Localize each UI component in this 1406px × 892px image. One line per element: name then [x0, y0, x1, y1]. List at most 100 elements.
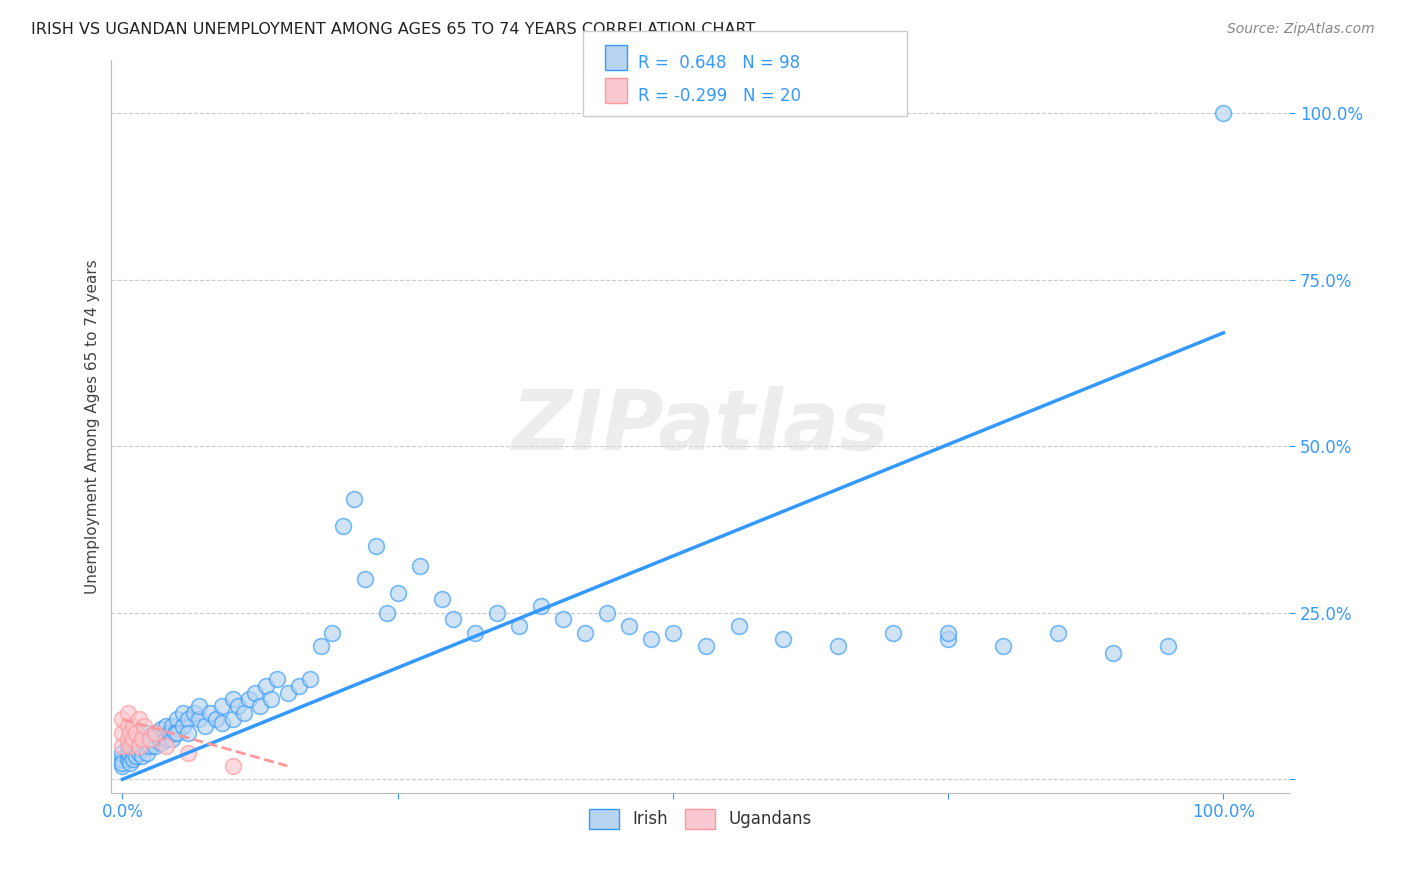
Point: [155, 739, 177, 753]
Point: [936, 625, 959, 640]
Point: [122, 752, 145, 766]
Point: [194, 719, 217, 733]
Point: [134, 739, 156, 753]
Point: [128, 739, 150, 753]
Point: [129, 742, 152, 756]
Text: IRISH VS UGANDAN UNEMPLOYMENT AMONG AGES 65 TO 74 YEARS CORRELATION CHART: IRISH VS UGANDAN UNEMPLOYMENT AMONG AGES…: [31, 22, 755, 37]
Text: Source: ZipAtlas.com: Source: ZipAtlas.com: [1227, 22, 1375, 37]
Point: [574, 625, 596, 640]
Point: [1047, 625, 1070, 640]
Point: [728, 619, 751, 633]
Point: [260, 692, 283, 706]
Point: [936, 632, 959, 647]
Point: [221, 759, 243, 773]
Point: [165, 725, 187, 739]
Point: [188, 712, 211, 726]
Point: [221, 712, 243, 726]
Text: R = -0.299   N = 20: R = -0.299 N = 20: [638, 87, 801, 104]
Point: [122, 732, 145, 747]
Text: R =  0.648   N = 98: R = 0.648 N = 98: [638, 54, 800, 71]
Point: [120, 739, 142, 753]
Point: [139, 729, 162, 743]
Point: [353, 573, 375, 587]
Point: [343, 492, 366, 507]
Legend: Irish, Ugandans: Irish, Ugandans: [582, 802, 818, 836]
Point: [485, 606, 508, 620]
Point: [166, 712, 188, 726]
Point: [211, 699, 233, 714]
Point: [530, 599, 553, 613]
Point: [120, 749, 142, 764]
Point: [128, 746, 150, 760]
Point: [332, 519, 354, 533]
Point: [124, 725, 146, 739]
Point: [243, 686, 266, 700]
Point: [149, 723, 172, 737]
Point: [111, 725, 134, 739]
Point: [177, 725, 200, 739]
Point: [157, 725, 180, 739]
Point: [464, 625, 486, 640]
Point: [188, 699, 211, 714]
Point: [124, 749, 146, 764]
Point: [111, 756, 134, 770]
Point: [122, 739, 145, 753]
Point: [117, 706, 139, 720]
Point: [408, 559, 430, 574]
Point: [111, 712, 134, 726]
Point: [430, 592, 453, 607]
Point: [177, 746, 200, 760]
Point: [117, 752, 139, 766]
Point: [145, 725, 167, 739]
Point: [128, 732, 150, 747]
Point: [142, 732, 165, 747]
Point: [111, 752, 134, 766]
Point: [287, 679, 309, 693]
Point: [205, 712, 228, 726]
Point: [124, 742, 146, 756]
Point: [131, 732, 153, 747]
Point: [155, 719, 177, 733]
Point: [155, 732, 177, 747]
Point: [1212, 106, 1234, 120]
Point: [139, 732, 162, 747]
Point: [122, 719, 145, 733]
Point: [617, 619, 640, 633]
Point: [211, 715, 233, 730]
Point: [135, 746, 157, 760]
Point: [827, 639, 849, 653]
Point: [321, 625, 343, 640]
Point: [111, 746, 134, 760]
Point: [221, 692, 243, 706]
Point: [441, 612, 464, 626]
Point: [122, 746, 145, 760]
Point: [117, 739, 139, 753]
Point: [882, 625, 904, 640]
Point: [117, 719, 139, 733]
Point: [172, 719, 194, 733]
Point: [177, 712, 200, 726]
Point: [166, 725, 188, 739]
Point: [266, 673, 288, 687]
Point: [117, 732, 139, 747]
Point: [387, 585, 409, 599]
Point: [111, 759, 134, 773]
Point: [134, 719, 156, 733]
Point: [375, 606, 398, 620]
Point: [993, 639, 1015, 653]
Point: [160, 719, 183, 733]
Point: [128, 739, 150, 753]
Point: [226, 699, 249, 714]
Point: [249, 699, 271, 714]
Point: [153, 729, 176, 743]
Point: [200, 706, 222, 720]
Point: [640, 632, 662, 647]
Point: [160, 732, 183, 747]
Point: [145, 725, 167, 739]
Point: [232, 706, 254, 720]
Point: [596, 606, 619, 620]
Point: [772, 632, 794, 647]
Point: [364, 539, 387, 553]
Point: [135, 725, 157, 739]
Point: [238, 692, 260, 706]
